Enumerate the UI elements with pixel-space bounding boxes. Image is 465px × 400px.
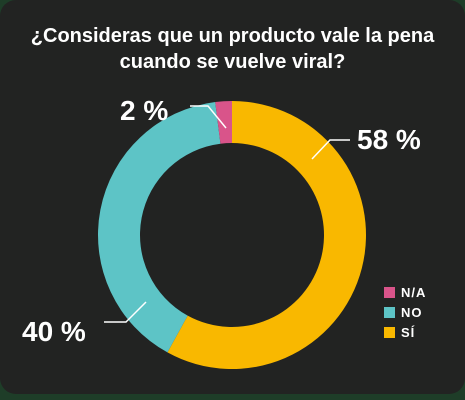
data-label-si: 58 %: [357, 124, 421, 155]
slice-na: [215, 101, 232, 144]
chart-title: ¿Consideras que un producto vale la pena…: [30, 25, 435, 73]
data-label-na: 2 %: [120, 95, 168, 126]
legend-swatch-na: [384, 287, 395, 298]
leader-line-si: [311, 139, 350, 160]
data-label-no: 40 %: [22, 316, 86, 347]
slice-si: [167, 101, 366, 369]
legend-swatch-si: [384, 327, 395, 338]
legend-label-na: N/A: [401, 285, 426, 300]
legend-label-si: SÍ: [401, 325, 415, 340]
leader-line-na: [190, 105, 227, 129]
legend-label-no: NO: [401, 305, 423, 320]
legend-swatch-no: [384, 307, 395, 318]
slice-no: [98, 102, 221, 353]
leader-line-no: [104, 301, 147, 323]
